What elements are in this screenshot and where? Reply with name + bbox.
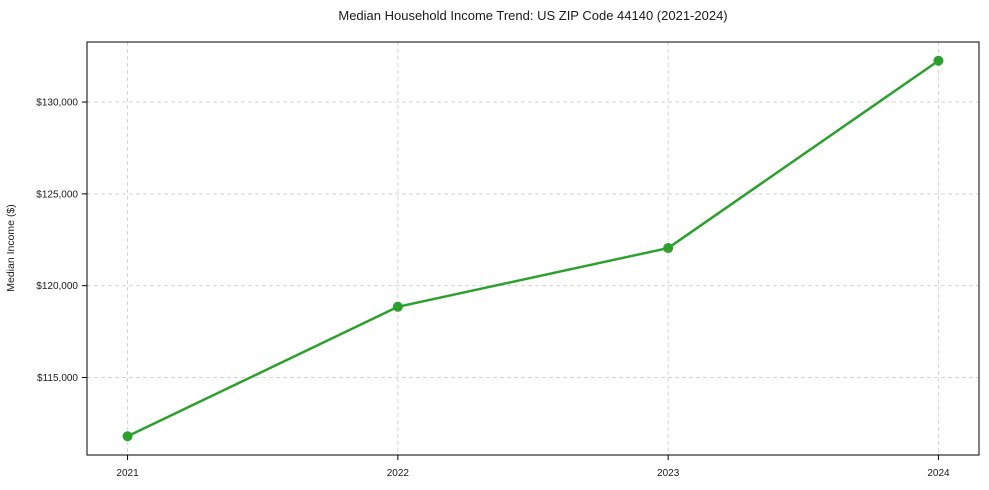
- axis-ticks: 2021 2022 2023 2024 $115,000 $120,000 $125,000…: [36, 98, 950, 479]
- y-tick-label: $115,000: [37, 373, 78, 384]
- x-tick-label: 2024: [927, 468, 950, 479]
- y-tick-label: $120,000: [36, 281, 78, 292]
- y-axis-label: Median Income ($): [5, 204, 17, 292]
- chart-title: Median Household Income Trend: US ZIP Co…: [338, 8, 727, 23]
- data-point: [663, 243, 674, 254]
- series-line: [126, 59, 940, 438]
- data-point: [933, 55, 944, 66]
- x-tick-label: 2022: [387, 468, 410, 479]
- data-series: [122, 55, 944, 442]
- x-tick-label: 2023: [657, 468, 680, 479]
- y-tick-label: $130,000: [36, 98, 78, 109]
- x-tick-label: 2021: [116, 468, 139, 479]
- data-point: [122, 431, 133, 442]
- y-tick-label: $125,000: [36, 189, 78, 200]
- plot-border: [86, 41, 980, 456]
- gridlines: [87, 42, 979, 455]
- data-point: [392, 301, 403, 312]
